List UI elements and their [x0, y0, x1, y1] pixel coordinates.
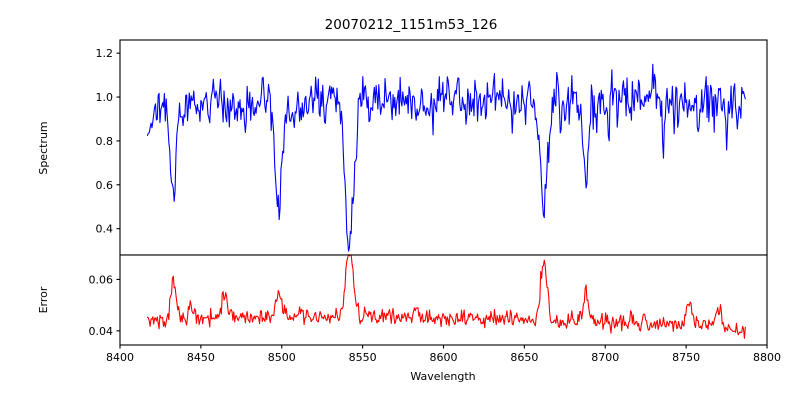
- spectrum-y-tick-label: 0.8: [96, 135, 114, 148]
- spectrum-y-ticks: 0.4 0.6 0.8 1.0 1.2: [96, 47, 120, 236]
- x-tick-label: 8750: [672, 351, 700, 364]
- error-plot-area: [120, 255, 767, 345]
- page-title: 20070212_1151m53_126: [325, 17, 498, 33]
- x-axis-label: Wavelength: [410, 370, 475, 383]
- x-tick-label: 8600: [430, 351, 458, 364]
- x-tick-label: 8700: [591, 351, 619, 364]
- error-panel: 0.04 0.06 8400 8450 8500 8550 8600 8650 8700 875…: [37, 254, 781, 383]
- x-tick-label: 8400: [106, 351, 134, 364]
- x-tick-label: 8550: [349, 351, 377, 364]
- error-data-line: [146, 254, 746, 339]
- spectrum-data-line: [146, 63, 746, 252]
- spectrum-y-tick-label: 1.0: [96, 91, 114, 104]
- x-tick-label: 8800: [753, 351, 781, 364]
- x-tick-label: 8500: [268, 351, 296, 364]
- error-y-tick-label: 0.06: [89, 273, 114, 286]
- spectrum-plot-area: [120, 40, 767, 255]
- error-y-ticks: 0.04 0.06: [89, 273, 120, 338]
- x-tick-label: 8450: [187, 351, 215, 364]
- spectrum-y-axis-label: Spectrum: [37, 121, 50, 174]
- spectrum-y-tick-label: 0.4: [96, 223, 114, 236]
- spectrum-panel: 0.4 0.6 0.8 1.0 1.2 Spectrum: [37, 39, 768, 256]
- error-y-tick-label: 0.04: [89, 325, 114, 338]
- x-tick-label: 8650: [510, 351, 538, 364]
- spectrum-y-tick-label: 1.2: [96, 47, 114, 60]
- error-y-axis-label: Error: [37, 286, 50, 313]
- error-x-ticks: 8400 8450 8500 8550 8600 8650 8700 8750 8800: [106, 345, 781, 364]
- spectrum-y-tick-label: 0.6: [96, 179, 114, 192]
